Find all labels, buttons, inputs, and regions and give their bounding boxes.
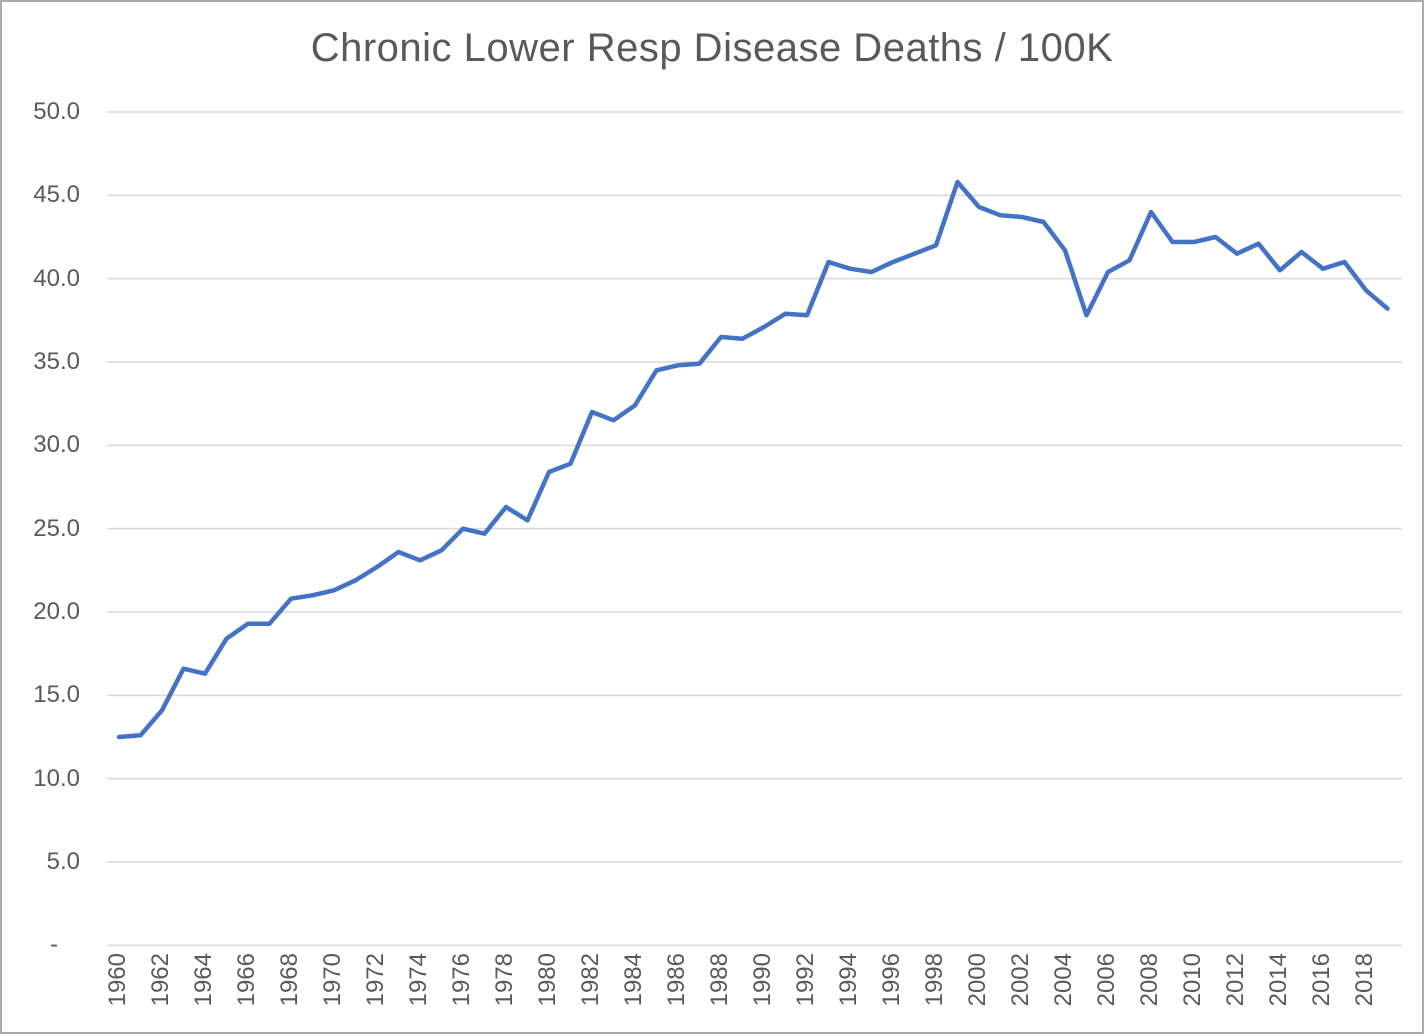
x-tick-label: 1990 xyxy=(749,953,776,1007)
x-tick-label: 1972 xyxy=(362,953,389,1007)
y-tick-label: 45.0 xyxy=(33,181,80,209)
x-tick-label: 2012 xyxy=(1222,953,1249,1007)
y-tick-label: 50.0 xyxy=(33,97,80,125)
x-tick-label: 2018 xyxy=(1351,953,1378,1007)
x-tick-label: 2002 xyxy=(1007,953,1034,1007)
x-tick-label: 1992 xyxy=(792,953,819,1007)
y-tick-label: 20.0 xyxy=(33,597,80,625)
x-tick-label: 2010 xyxy=(1179,953,1206,1007)
x-tick-label: 1970 xyxy=(319,953,346,1007)
x-tick-label: 1960 xyxy=(104,953,131,1007)
x-tick-label: 1994 xyxy=(835,953,862,1007)
x-tick-label: 1998 xyxy=(921,953,948,1007)
chart-title: Chronic Lower Resp Disease Deaths / 100K xyxy=(310,26,1114,70)
x-tick-label: 2016 xyxy=(1308,953,1335,1007)
x-tick-label: 1974 xyxy=(405,953,432,1007)
x-tick-label: 2004 xyxy=(1050,953,1077,1007)
y-tick-label: 5.0 xyxy=(46,847,80,875)
x-tick-label: 1988 xyxy=(706,953,733,1007)
x-tick-label: 1996 xyxy=(878,953,905,1007)
x-tick-label: 1986 xyxy=(663,953,690,1007)
y-tick-label: - xyxy=(50,931,58,959)
x-tick-label: 1966 xyxy=(233,953,260,1007)
y-tick-label: 25.0 xyxy=(33,514,80,542)
x-tick-label: 2008 xyxy=(1136,953,1163,1007)
x-tick-label: 1968 xyxy=(276,953,303,1007)
y-tick-label: 30.0 xyxy=(33,431,80,459)
y-tick-label: 10.0 xyxy=(33,764,80,792)
x-tick-label: 1962 xyxy=(147,953,174,1007)
y-tick-label: 35.0 xyxy=(33,347,80,375)
data-line-series xyxy=(116,179,1390,740)
x-tick-label: 2000 xyxy=(964,953,991,1007)
x-tick-label: 1982 xyxy=(577,953,604,1007)
y-tick-label: 40.0 xyxy=(33,264,80,292)
x-tick-label: 1984 xyxy=(620,953,647,1007)
y-tick-label: 15.0 xyxy=(33,681,80,709)
x-tick-label: 1980 xyxy=(534,953,561,1007)
x-tick-label: 1976 xyxy=(448,953,475,1007)
x-tick-label: 1964 xyxy=(190,953,217,1007)
x-tick-label: 2006 xyxy=(1093,953,1120,1007)
x-tick-label: 1978 xyxy=(491,953,518,1007)
x-tick-label: 2014 xyxy=(1265,953,1292,1007)
